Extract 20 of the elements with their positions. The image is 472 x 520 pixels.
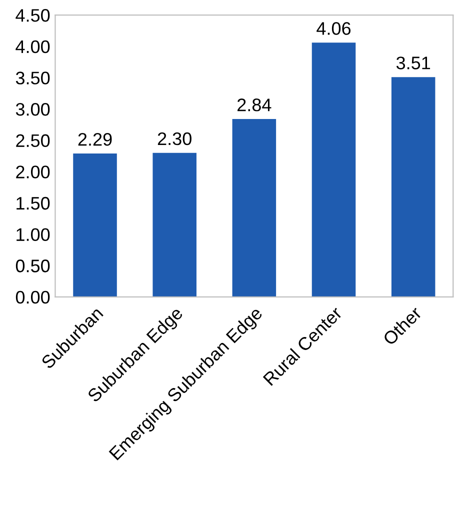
bar xyxy=(232,119,276,297)
bar xyxy=(391,77,436,297)
y-tick-label: 1.00 xyxy=(16,228,50,242)
data-label: 2.84 xyxy=(238,98,272,112)
data-label: 4.06 xyxy=(316,22,351,35)
y-tick-label: 2.50 xyxy=(16,134,50,148)
y-tick-label: 3.50 xyxy=(16,72,50,84)
bar xyxy=(73,153,117,297)
data-label: 2.29 xyxy=(78,132,112,146)
y-tick-label: 2.00 xyxy=(16,166,50,178)
y-tick-label: 4.50 xyxy=(16,9,50,22)
bar xyxy=(312,42,356,297)
y-tick-label: 0.00 xyxy=(16,290,50,304)
y-tick-label: 1.50 xyxy=(16,196,50,210)
data-label: 2.30 xyxy=(158,132,192,146)
y-tick-label: 3.00 xyxy=(16,102,50,116)
data-label: 3.51 xyxy=(396,56,430,70)
y-tick-label: 4.00 xyxy=(16,40,50,54)
bar xyxy=(152,152,196,297)
y-tick-label: 0.50 xyxy=(16,260,50,272)
